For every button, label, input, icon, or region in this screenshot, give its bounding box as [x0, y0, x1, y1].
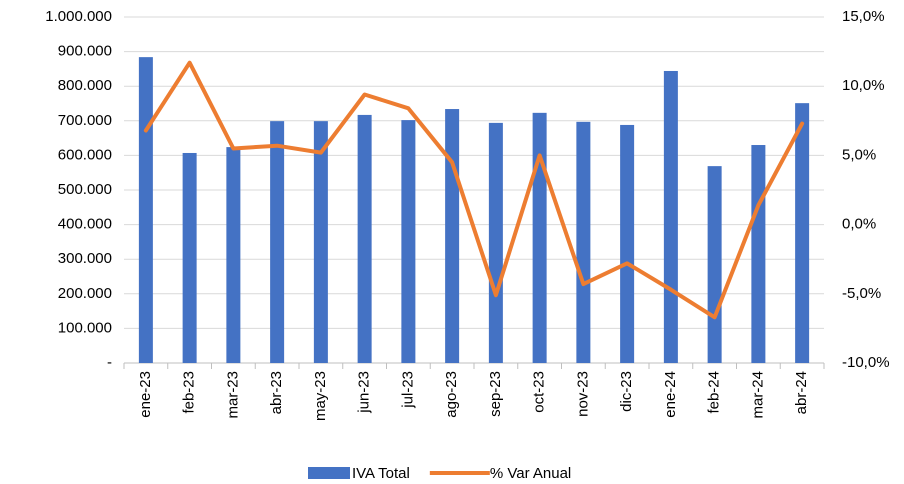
x-tick-label: nov-23 [574, 371, 591, 417]
bar [313, 121, 328, 364]
bar [270, 121, 285, 364]
x-tick-label: jun-23 [356, 371, 373, 414]
y-tick-label: - [107, 354, 112, 371]
bar [795, 103, 810, 364]
x-tick-label: feb-24 [706, 371, 723, 414]
bar [751, 145, 766, 363]
y-tick-label: 400.000 [58, 216, 112, 233]
bar [226, 147, 241, 363]
line [143, 60, 805, 320]
y-tick-label: 200.000 [58, 285, 112, 302]
y-tick-label: 900.000 [58, 43, 112, 60]
x-tick-label: mar-23 [224, 371, 241, 419]
y-tick-label: 500.000 [58, 181, 112, 198]
bar [488, 122, 503, 363]
y2-tick-label: 10,0% [842, 77, 885, 94]
y-tick-label: 300.000 [58, 250, 112, 267]
bar [445, 109, 460, 363]
y-tick-label: 1.000.000 [45, 8, 112, 25]
x-tick-label: ene-24 [662, 371, 679, 418]
y2-tick-label: 5,0% [842, 146, 876, 163]
legend-label: % Var Anual [490, 465, 571, 482]
y-tick-label: 800.000 [58, 77, 112, 94]
x-tick-label: ago-23 [443, 371, 460, 418]
bar [401, 120, 416, 363]
y-tick-label: 100.000 [58, 319, 112, 336]
x-tick-label: jul-23 [399, 371, 416, 409]
legend-swatch [308, 467, 350, 479]
legend-label: IVA Total [352, 465, 410, 482]
x-tick-label: feb-23 [181, 371, 198, 414]
x-tick-label: dic-23 [618, 371, 635, 412]
bar [576, 121, 591, 363]
x-tick-label: sep-23 [487, 371, 504, 417]
x-tick-label: may-23 [312, 371, 329, 421]
bar [182, 152, 197, 363]
x-tick-label: abr-24 [793, 371, 810, 414]
x-tick-label: ene-23 [137, 371, 154, 418]
y2-tick-label: 0,0% [842, 216, 876, 233]
y2-tick-label: -5,0% [842, 285, 881, 302]
bar [620, 124, 635, 364]
x-tick-label: oct-23 [531, 371, 548, 413]
bar [532, 112, 547, 363]
y2-tick-label: -10,0% [842, 354, 890, 371]
y2-tick-label: 15,0% [842, 8, 885, 25]
bar [663, 70, 678, 363]
bar [138, 57, 153, 364]
x-tick-label: abr-23 [268, 371, 285, 414]
y-tick-label: 700.000 [58, 112, 112, 129]
y-tick-label: 600.000 [58, 146, 112, 163]
bar [707, 166, 722, 363]
bar [357, 114, 372, 363]
x-tick-label: mar-24 [749, 371, 766, 419]
